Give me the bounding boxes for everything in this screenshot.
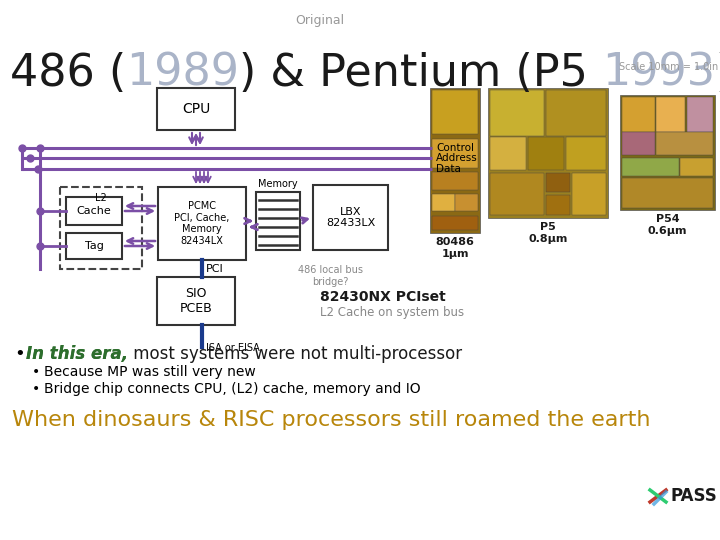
Bar (60, 187, 142, 269)
Bar (528, 137, 564, 170)
Text: Control: Control (436, 143, 474, 153)
Bar (66, 197, 122, 225)
Text: Bridge chip connects CPU, (L2) cache, memory and IO: Bridge chip connects CPU, (L2) cache, me… (44, 382, 420, 396)
Text: •: • (32, 365, 40, 379)
Text: Data: Data (436, 164, 461, 174)
Bar (256, 192, 300, 250)
Text: P54
0.6μm: P54 0.6μm (648, 214, 688, 235)
Bar (572, 172, 606, 215)
Text: ISA or EISA: ISA or EISA (206, 343, 260, 353)
Text: 1989: 1989 (126, 52, 239, 95)
Text: SIO
PCEB: SIO PCEB (179, 287, 212, 315)
Text: In this era,: In this era, (26, 345, 128, 363)
Text: 82430NX PCIset: 82430NX PCIset (320, 290, 446, 304)
Text: LBX
82433LX: LBX 82433LX (326, 207, 375, 228)
Text: PASS: PASS (670, 487, 716, 505)
Text: Cache: Cache (76, 206, 112, 216)
Text: CPU: CPU (182, 102, 210, 116)
Bar (432, 215, 478, 230)
Bar (490, 172, 544, 215)
Text: In this era,: In this era, (26, 345, 128, 363)
Bar (157, 277, 235, 325)
Text: Address: Address (436, 153, 478, 163)
Bar (158, 187, 246, 260)
Bar (656, 97, 685, 132)
Bar (622, 97, 655, 132)
Bar (488, 88, 608, 218)
Text: 486 (: 486 ( (10, 52, 126, 95)
Bar (546, 194, 570, 215)
Text: 486 local bus
bridge?: 486 local bus bridge? (297, 265, 362, 287)
Text: 1993: 1993 (602, 52, 716, 95)
Text: Because MP was still very new: Because MP was still very new (44, 365, 256, 379)
Text: •: • (32, 382, 40, 396)
Text: 80486
1μm: 80486 1μm (436, 237, 474, 259)
Bar (620, 95, 715, 210)
Bar (566, 137, 606, 170)
Text: •: • (14, 345, 24, 363)
Bar (680, 158, 713, 176)
Text: ): ) (716, 52, 720, 95)
Text: Tag: Tag (84, 241, 104, 251)
Text: L2: L2 (95, 193, 107, 203)
Bar (432, 172, 478, 190)
Bar (432, 139, 478, 168)
Bar (622, 158, 679, 176)
Bar (490, 137, 526, 170)
Text: PCMC
PCI, Cache,
Memory
82434LX: PCMC PCI, Cache, Memory 82434LX (174, 201, 230, 246)
Bar (656, 132, 713, 155)
Text: Memory: Memory (258, 179, 298, 189)
Text: ) & Pentium (P5: ) & Pentium (P5 (239, 52, 602, 95)
Bar (686, 97, 713, 132)
Bar (622, 178, 713, 208)
Bar (622, 132, 655, 155)
Text: most systems were not multi-processor: most systems were not multi-processor (128, 345, 462, 363)
Bar (432, 90, 478, 133)
Text: Scale 10mm = 1.0in: Scale 10mm = 1.0in (618, 62, 718, 72)
Bar (157, 88, 235, 130)
Text: When dinosaurs & RISC processors still roamed the earth: When dinosaurs & RISC processors still r… (12, 410, 650, 430)
Bar (313, 185, 388, 250)
Bar (546, 90, 606, 136)
Bar (432, 194, 454, 211)
Bar (546, 172, 570, 192)
Text: L2 Cache on system bus: L2 Cache on system bus (320, 306, 464, 319)
Text: P5
0.8μm: P5 0.8μm (528, 222, 567, 244)
Bar (430, 88, 480, 233)
Bar (490, 90, 544, 136)
Bar (455, 194, 477, 211)
Text: PCI: PCI (206, 264, 224, 273)
Text: Original: Original (295, 14, 345, 27)
Bar (66, 233, 122, 259)
